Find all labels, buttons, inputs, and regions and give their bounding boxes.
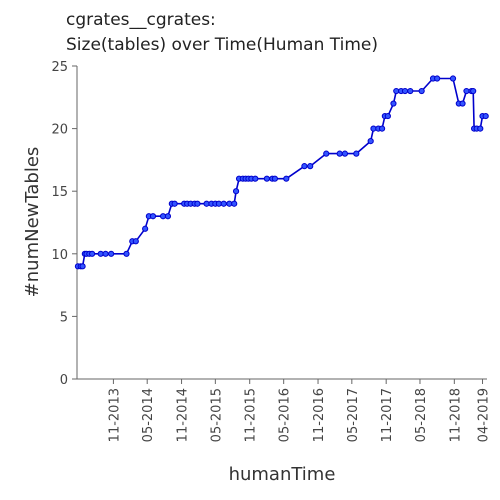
series-layer [74,75,489,270]
data-point [194,200,201,207]
x-tick-label: 05-2014 [141,388,156,442]
plot-area [76,66,487,380]
data-point [434,75,441,82]
data-point [263,175,270,182]
x-tick-label: 11-2014 [176,388,191,442]
series-line [77,77,486,268]
data-point [477,125,484,132]
data-point [378,125,386,132]
data-point [271,175,279,182]
y-tick-label: 0 [60,373,68,388]
data-point [79,263,86,270]
data-point [341,150,349,157]
data-point [367,138,374,145]
chart-title: cgrates__cgrates: [66,10,216,30]
x-tick-label: 11-2016 [312,388,327,442]
y-tick-label: 5 [60,310,68,325]
data-point [384,112,391,120]
data-point [252,175,259,182]
data-point [171,200,178,207]
x-axis-title: humanTime [229,464,336,485]
x-tick-label: 11-2018 [448,388,463,442]
data-point [220,200,227,207]
data-point [470,87,477,95]
x-tick-label: 05-2016 [278,388,293,442]
data-point [407,87,414,95]
data-point [108,250,115,257]
data-point [283,175,290,182]
data-point [307,163,314,170]
data-point [323,150,330,157]
x-axis-ticks: 11-2013 05-2014 11-2014 05-2015 11-2015 05-20… [107,379,492,442]
data-point [232,188,240,195]
y-tick-label: 10 [51,248,68,263]
y-tick-label: 20 [51,123,68,138]
x-tick-label: 11-2017 [380,388,395,442]
data-point [449,75,457,82]
x-tick-label: 11-2015 [244,388,259,442]
x-tick-label: 05-2017 [346,388,361,442]
y-axis-ticks: 0 5 10 15 20 25 [51,60,77,388]
data-point [301,163,308,170]
data-point [89,250,96,257]
data-point [231,200,238,207]
data-point [149,213,157,220]
y-tick-label: 15 [51,185,68,200]
data-point [164,213,172,220]
data-point [336,150,343,157]
data-point [102,250,109,257]
data-point [459,100,466,107]
data-point [142,225,149,232]
data-point [123,250,130,257]
data-point [353,150,360,157]
chart-subtitle: Size(tables) over Time(Human Time) [66,35,378,55]
data-point [132,238,139,245]
x-tick-label: 05-2018 [414,388,429,442]
x-tick-label: 11-2013 [107,388,122,442]
data-point [401,87,409,95]
y-axis-title: #numNewTables [22,147,43,298]
data-point [390,100,397,107]
data-point [463,87,470,95]
y-tick-label: 25 [51,60,68,75]
x-tick-label: 05-2015 [209,388,224,442]
data-point [482,112,489,120]
x-tick-label: 04-2019 [477,388,492,442]
data-point [418,87,425,95]
